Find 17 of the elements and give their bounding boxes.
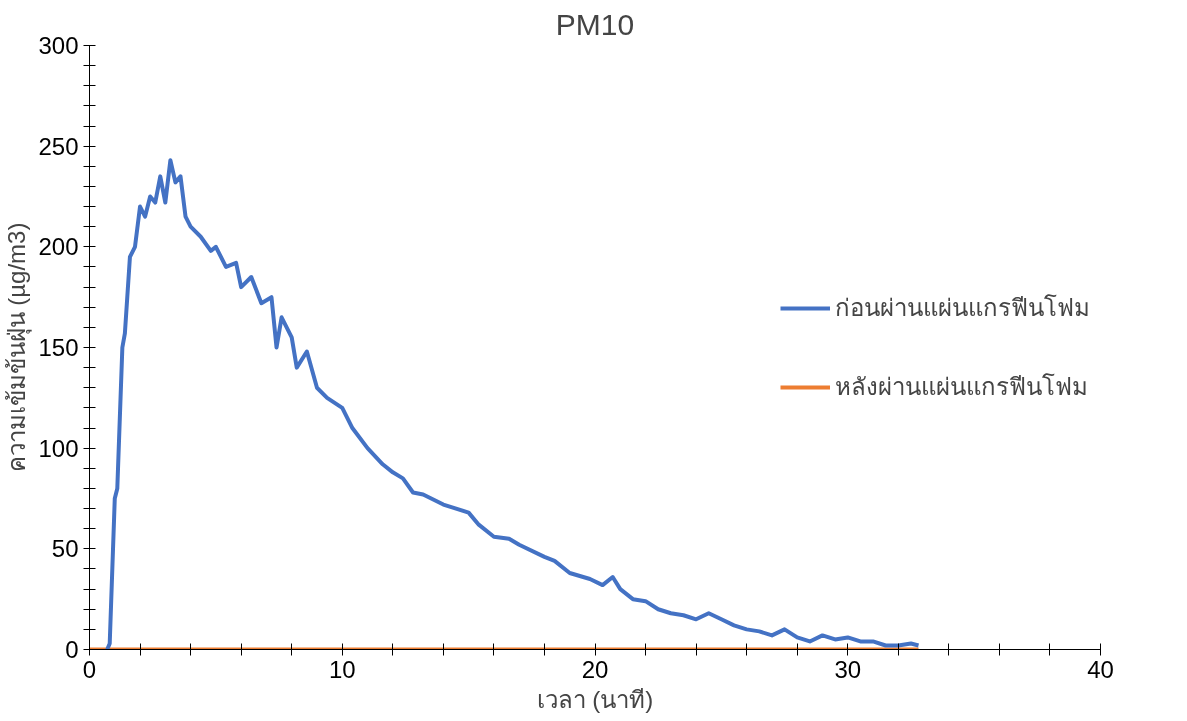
y-tick-label: 300	[38, 32, 79, 59]
x-tick-label: 10	[328, 655, 356, 683]
y-tick-label: 150	[38, 334, 79, 361]
y-tick-label: 250	[38, 132, 79, 160]
x-tick-label: 40	[1087, 655, 1114, 683]
legend-label: หลังผ่านแผ่นแกรฟีนโฟม	[835, 372, 1088, 402]
x-tick-label: 30	[834, 655, 862, 683]
legend-label: ก่อนผ่านแผ่นแกรฟีนโฟม	[835, 293, 1090, 323]
x-tick-label: 20	[581, 655, 609, 683]
y-tick-label: 100	[38, 434, 79, 462]
y-tick-label: 200	[38, 233, 79, 261]
x-tick-label: 0	[82, 655, 97, 683]
y-tick-label: 50	[51, 535, 79, 563]
y-tick-label: 0	[65, 636, 79, 663]
chart-title: PM10	[555, 7, 635, 41]
y-axis-title: ความเข้มข้นฝุ่น (µg/m3)	[3, 222, 33, 473]
x-axis-title: เวลา (นาที)	[536, 685, 654, 713]
